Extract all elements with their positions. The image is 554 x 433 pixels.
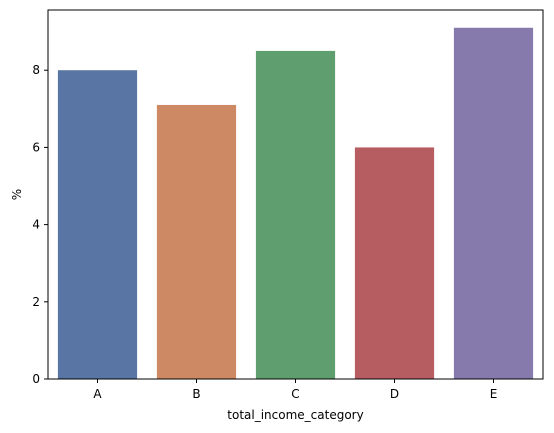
x-tick-label: A xyxy=(93,387,102,401)
y-tick-label: 4 xyxy=(32,218,40,232)
y-tick-label: 0 xyxy=(32,372,40,386)
bar-A xyxy=(57,70,138,380)
x-tick-label: D xyxy=(390,387,399,401)
y-tick-label: 2 xyxy=(32,295,40,309)
bar-D xyxy=(354,147,435,379)
y-axis: 0 2 4 6 8 xyxy=(32,63,48,386)
y-tick-label: 6 xyxy=(32,140,40,154)
bar-B xyxy=(156,104,237,379)
bar-C xyxy=(255,50,336,379)
y-tick-label: 8 xyxy=(32,63,40,77)
y-axis-label: % xyxy=(10,189,24,200)
bar-E xyxy=(453,27,534,379)
x-tick-label: E xyxy=(490,387,498,401)
x-tick-label: B xyxy=(192,387,200,401)
x-axis-label: total_income_category xyxy=(227,408,363,422)
x-tick-label: C xyxy=(291,387,299,401)
bars-group xyxy=(57,27,534,380)
x-axis: A B C D E xyxy=(93,379,497,401)
